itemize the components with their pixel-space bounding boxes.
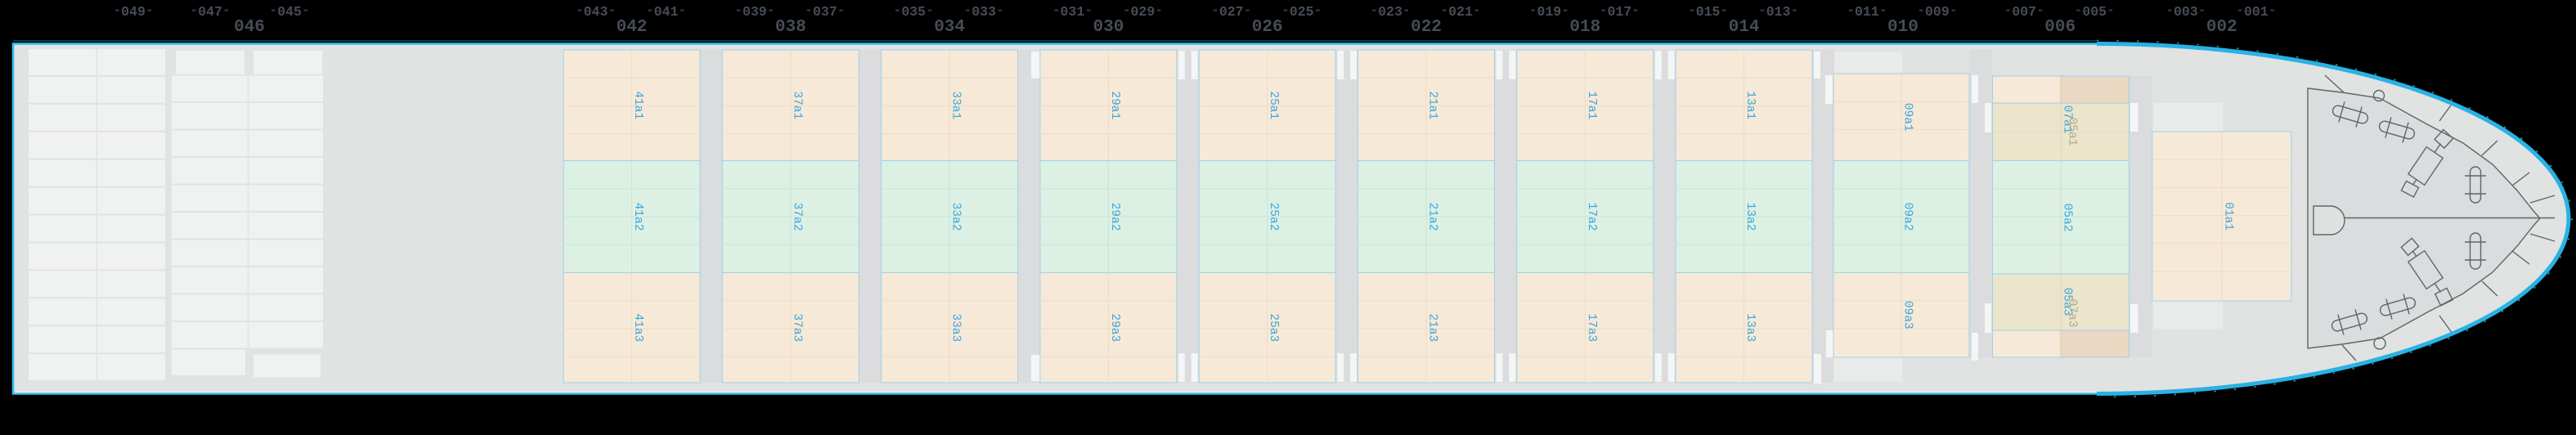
svg-text:041: 041 bbox=[654, 4, 679, 20]
svg-text:13a1: 13a1 bbox=[1744, 91, 1757, 119]
svg-text:21a2: 21a2 bbox=[1426, 203, 1439, 231]
svg-text:045: 045 bbox=[277, 4, 302, 20]
svg-text:01a1: 01a1 bbox=[2221, 202, 2234, 231]
svg-text:029: 029 bbox=[1131, 4, 1156, 20]
svg-text:33a3: 33a3 bbox=[949, 313, 963, 342]
svg-text:023: 023 bbox=[1378, 4, 1402, 20]
svg-text:006: 006 bbox=[2044, 18, 2076, 37]
svg-text:022: 022 bbox=[1411, 18, 1442, 37]
svg-text:047: 047 bbox=[198, 4, 222, 20]
svg-text:013: 013 bbox=[1766, 4, 1791, 20]
svg-text:018: 018 bbox=[1569, 18, 1600, 37]
svg-text:41a3: 41a3 bbox=[631, 313, 644, 342]
svg-text:13a2: 13a2 bbox=[1744, 203, 1757, 231]
svg-text:034: 034 bbox=[934, 18, 965, 37]
svg-text:015: 015 bbox=[1696, 4, 1721, 20]
svg-text:05a2: 05a2 bbox=[2061, 204, 2074, 232]
svg-text:031: 031 bbox=[1061, 4, 1085, 20]
svg-text:043: 043 bbox=[584, 4, 608, 20]
svg-text:010: 010 bbox=[1887, 18, 1919, 37]
svg-text:007: 007 bbox=[2012, 4, 2036, 20]
svg-text:05a1: 05a1 bbox=[2066, 118, 2079, 146]
svg-text:33a1: 33a1 bbox=[949, 91, 963, 119]
svg-text:13a3: 13a3 bbox=[1744, 313, 1757, 342]
svg-text:37a2: 37a2 bbox=[790, 203, 803, 231]
svg-text:005: 005 bbox=[2082, 4, 2107, 20]
svg-text:29a2: 29a2 bbox=[1108, 203, 1121, 231]
svg-text:37a1: 37a1 bbox=[790, 91, 803, 119]
svg-text:002: 002 bbox=[2206, 18, 2237, 37]
svg-text:29a1: 29a1 bbox=[1108, 91, 1121, 119]
svg-text:17a1: 17a1 bbox=[1585, 91, 1598, 119]
svg-text:025: 025 bbox=[1290, 4, 1314, 20]
svg-text:001: 001 bbox=[2244, 4, 2269, 20]
svg-text:046: 046 bbox=[234, 18, 265, 37]
svg-text:026: 026 bbox=[1252, 18, 1283, 37]
svg-text:030: 030 bbox=[1093, 18, 1124, 37]
svg-text:07a3: 07a3 bbox=[2066, 299, 2079, 328]
svg-text:17a2: 17a2 bbox=[1585, 203, 1598, 231]
svg-text:037: 037 bbox=[813, 4, 837, 20]
svg-text:042: 042 bbox=[617, 18, 648, 37]
svg-text:25a2: 25a2 bbox=[1267, 203, 1280, 231]
svg-text:41a2: 41a2 bbox=[631, 203, 644, 231]
svg-text:09a1: 09a1 bbox=[1901, 103, 1914, 132]
svg-text:25a3: 25a3 bbox=[1267, 313, 1280, 342]
svg-text:027: 027 bbox=[1219, 4, 1244, 20]
svg-text:37a3: 37a3 bbox=[790, 313, 803, 342]
svg-text:003: 003 bbox=[2174, 4, 2198, 20]
svg-text:014: 014 bbox=[1729, 18, 1760, 37]
svg-text:17a3: 17a3 bbox=[1585, 313, 1598, 342]
svg-text:021: 021 bbox=[1448, 4, 1473, 20]
svg-text:019: 019 bbox=[1537, 4, 1561, 20]
svg-text:09a3: 09a3 bbox=[1901, 301, 1914, 330]
svg-text:07a1: 07a1 bbox=[2061, 105, 2074, 134]
svg-text:09a2: 09a2 bbox=[1901, 203, 1914, 231]
svg-text:21a1: 21a1 bbox=[1426, 91, 1439, 119]
svg-text:33a2: 33a2 bbox=[949, 203, 963, 231]
svg-text:009: 009 bbox=[1925, 4, 1950, 20]
svg-text:049: 049 bbox=[121, 4, 146, 20]
svg-text:29a3: 29a3 bbox=[1108, 313, 1121, 342]
svg-text:038: 038 bbox=[775, 18, 806, 37]
svg-text:033: 033 bbox=[972, 4, 996, 20]
svg-text:25a1: 25a1 bbox=[1267, 91, 1280, 119]
svg-text:017: 017 bbox=[1607, 4, 1631, 20]
svg-text:41a1: 41a1 bbox=[631, 91, 644, 119]
svg-text:05a3: 05a3 bbox=[2061, 288, 2074, 316]
svg-text:035: 035 bbox=[901, 4, 926, 20]
svg-text:039: 039 bbox=[743, 4, 767, 20]
svg-text:21a3: 21a3 bbox=[1426, 313, 1439, 342]
svg-text:011: 011 bbox=[1855, 4, 1879, 20]
